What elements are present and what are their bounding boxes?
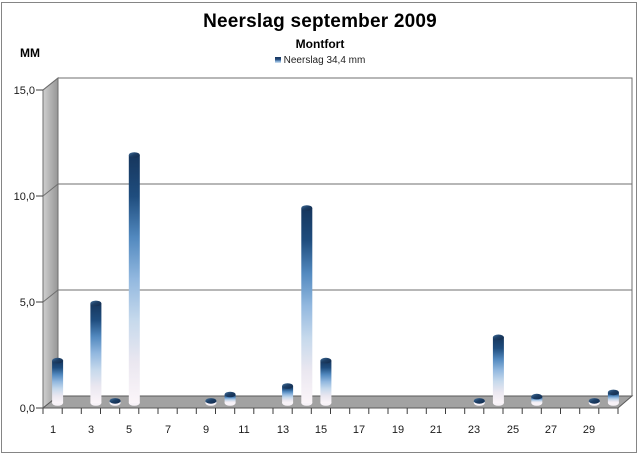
chart-subtitle: Montfort xyxy=(295,37,345,51)
x-axis-label: 11 xyxy=(238,424,250,436)
bar-day-30 xyxy=(607,389,619,406)
y-axis-label: 5,0 xyxy=(19,297,35,309)
x-axis-label: 1 xyxy=(49,424,57,436)
bar-day-29 xyxy=(588,398,600,406)
back-wall xyxy=(57,77,633,397)
wall-level-line xyxy=(42,289,59,303)
x-axis-label: 5 xyxy=(125,424,133,436)
x-axis-label: 27 xyxy=(544,424,558,436)
x-axis-label: 9 xyxy=(202,424,210,436)
y-axis-label: 0,0 xyxy=(19,403,35,415)
bar-day-24 xyxy=(492,334,504,406)
x-axis-label: 25 xyxy=(506,424,520,436)
legend: Neerslag 34,4 mm xyxy=(5,54,635,66)
x-axis-label: 15 xyxy=(314,424,328,436)
x-axis-label: 13 xyxy=(276,424,290,436)
bar-day-9 xyxy=(205,398,217,406)
wall-level-line xyxy=(42,183,59,197)
bar-day-5 xyxy=(128,152,140,406)
x-axis-label: 7 xyxy=(164,424,172,436)
bar-day-1 xyxy=(52,357,64,406)
wall-level-line xyxy=(42,77,59,91)
bar-day-23 xyxy=(473,398,485,406)
x-axis-label: 23 xyxy=(467,424,481,436)
bar-day-10 xyxy=(224,391,236,406)
x-axis-label: 29 xyxy=(582,424,596,436)
y-axis-unit-label: MM xyxy=(20,46,40,60)
x-axis-label: 21 xyxy=(429,424,443,436)
bar-day-15 xyxy=(320,357,332,406)
bar-day-26 xyxy=(531,393,543,406)
x-axis-label: 19 xyxy=(391,424,405,436)
y-axis-label: 15,0 xyxy=(13,85,35,97)
series-marker-icon xyxy=(274,57,281,63)
x-axis-label: 17 xyxy=(352,424,366,436)
legend-label: Neerslag 34,4 mm xyxy=(283,54,366,66)
bar-day-13 xyxy=(282,383,294,406)
bar-day-4 xyxy=(109,398,121,406)
chart-title: Neerslag september 2009 xyxy=(203,11,437,32)
y-axis-label: 10,0 xyxy=(13,191,35,203)
x-axis-label: 3 xyxy=(87,424,95,436)
bar-day-3 xyxy=(90,300,102,406)
bar-day-14 xyxy=(301,205,313,406)
